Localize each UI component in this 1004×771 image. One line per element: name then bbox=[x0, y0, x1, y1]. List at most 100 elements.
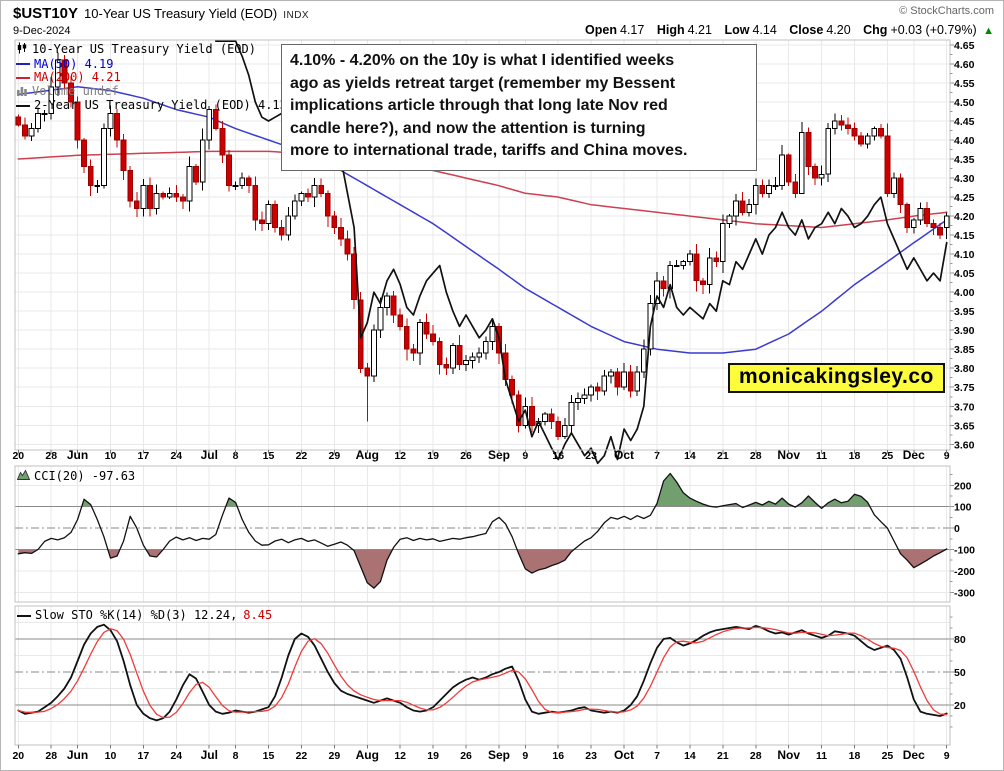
svg-text:0: 0 bbox=[954, 523, 960, 535]
legend-label-2y: 2-Year US Treasury Yield (EOD) 4.13 bbox=[34, 98, 287, 112]
open-value: 4.17 bbox=[620, 23, 645, 37]
svg-text:7: 7 bbox=[654, 750, 660, 762]
svg-text:4.10: 4.10 bbox=[954, 249, 975, 261]
legend-item-2y: 2-Year US Treasury Yield (EOD) 4.13 bbox=[16, 98, 287, 113]
svg-text:12: 12 bbox=[394, 450, 406, 462]
svg-text:4.55: 4.55 bbox=[954, 78, 975, 90]
svg-text:8: 8 bbox=[233, 750, 239, 762]
svg-text:Sep: Sep bbox=[488, 748, 510, 762]
svg-text:Jun: Jun bbox=[67, 748, 88, 762]
exchange-label: INDX bbox=[283, 10, 310, 21]
cci-legend-label: CCI(20) -97.63 bbox=[34, 468, 136, 483]
legend-item-10y: 10-Year US Treasury Yield (EOD) bbox=[16, 42, 287, 58]
svg-text:Aug: Aug bbox=[356, 748, 379, 762]
svg-text:100: 100 bbox=[954, 502, 972, 514]
svg-text:7: 7 bbox=[654, 450, 660, 462]
svg-text:4.35: 4.35 bbox=[954, 154, 975, 166]
main-chart-legend: 10-Year US Treasury Yield (EOD) MA(50) 4… bbox=[16, 42, 287, 113]
legend-item-ma200: MA(200) 4.21 bbox=[16, 70, 287, 85]
svg-text:3.85: 3.85 bbox=[954, 344, 975, 356]
candlestick-icon bbox=[16, 42, 28, 58]
svg-text:21: 21 bbox=[717, 750, 729, 762]
svg-text:25: 25 bbox=[882, 450, 894, 462]
sto-d-value: 8.45 bbox=[243, 608, 273, 622]
cci-legend: CCI(20) -97.63 bbox=[16, 468, 136, 484]
annotation-line: more to international trade, tariffs and… bbox=[290, 142, 688, 159]
svg-text:19: 19 bbox=[427, 450, 439, 462]
svg-text:29: 29 bbox=[329, 450, 341, 462]
svg-text:10: 10 bbox=[105, 750, 117, 762]
legend-label-volume: Volume undef bbox=[32, 84, 119, 98]
svg-text:24: 24 bbox=[170, 450, 182, 462]
close-value: 4.20 bbox=[826, 23, 851, 37]
svg-text:4.15: 4.15 bbox=[954, 230, 975, 242]
svg-text:3.65: 3.65 bbox=[954, 420, 975, 432]
svg-text:4.30: 4.30 bbox=[954, 173, 975, 185]
copyright-label: © StockCharts.com bbox=[899, 5, 994, 17]
svg-text:25: 25 bbox=[882, 750, 894, 762]
svg-text:20: 20 bbox=[954, 700, 966, 712]
svg-text:80: 80 bbox=[954, 634, 966, 646]
svg-text:4.05: 4.05 bbox=[954, 268, 975, 280]
svg-text:9: 9 bbox=[944, 450, 950, 462]
svg-text:Nov: Nov bbox=[777, 448, 800, 462]
ohlc-quote-line: Open 4.17 High 4.21 Low 4.14 Close 4.20 Chg +… bbox=[585, 23, 994, 37]
svg-text:16: 16 bbox=[552, 750, 564, 762]
svg-text:4.50: 4.50 bbox=[954, 97, 975, 109]
chg-label: Chg bbox=[863, 23, 888, 37]
high-value: 4.21 bbox=[687, 23, 712, 37]
svg-text:28: 28 bbox=[750, 750, 762, 762]
svg-text:4.00: 4.00 bbox=[954, 287, 975, 299]
svg-text:-200: -200 bbox=[954, 566, 975, 578]
svg-text:Oct: Oct bbox=[614, 448, 634, 462]
svg-text:200: 200 bbox=[954, 480, 972, 492]
svg-text:4.40: 4.40 bbox=[954, 135, 975, 147]
legend-label-ma50: MA(50) 4.19 bbox=[34, 56, 114, 71]
svg-text:14: 14 bbox=[684, 750, 696, 762]
svg-text:Dec: Dec bbox=[903, 448, 925, 462]
svg-text:Jul: Jul bbox=[201, 448, 218, 462]
svg-text:-100: -100 bbox=[954, 545, 975, 557]
annotation-line: 4.10% - 4.20% on the 10y is what I ident… bbox=[290, 52, 675, 69]
svg-text:Sep: Sep bbox=[488, 448, 510, 462]
svg-text:19: 19 bbox=[427, 750, 439, 762]
svg-text:18: 18 bbox=[849, 450, 861, 462]
symbol-label: $UST10Y bbox=[13, 5, 79, 22]
svg-text:28: 28 bbox=[45, 450, 57, 462]
sto-legend-label: Slow STO %K(14) %D(3) 12.24, bbox=[35, 608, 238, 622]
svg-text:28: 28 bbox=[45, 750, 57, 762]
low-value: 4.14 bbox=[752, 23, 777, 37]
svg-text:17: 17 bbox=[138, 450, 150, 462]
volume-bars-icon bbox=[16, 85, 28, 100]
svg-text:12: 12 bbox=[394, 750, 406, 762]
annotation-note: 4.10% - 4.20% on the 10y is what I ident… bbox=[281, 44, 757, 171]
svg-text:11: 11 bbox=[816, 750, 827, 762]
svg-text:16: 16 bbox=[552, 450, 564, 462]
svg-text:Nov: Nov bbox=[777, 748, 800, 762]
svg-text:22: 22 bbox=[296, 450, 308, 462]
legend-item-volume: Volume undef bbox=[16, 84, 287, 100]
svg-text:26: 26 bbox=[460, 750, 472, 762]
svg-text:15: 15 bbox=[263, 450, 275, 462]
svg-text:29: 29 bbox=[329, 750, 341, 762]
svg-text:21: 21 bbox=[717, 450, 729, 462]
svg-text:4.65: 4.65 bbox=[954, 40, 975, 52]
svg-text:50: 50 bbox=[954, 667, 966, 679]
high-label: High bbox=[656, 23, 685, 37]
svg-text:3.70: 3.70 bbox=[954, 401, 975, 413]
svg-text:23: 23 bbox=[585, 450, 597, 462]
svg-text:3.75: 3.75 bbox=[954, 382, 975, 394]
low-label: Low bbox=[724, 23, 750, 37]
svg-text:11: 11 bbox=[816, 450, 827, 462]
legend-label-10y: 10-Year US Treasury Yield (EOD) bbox=[32, 42, 256, 56]
svg-text:23: 23 bbox=[585, 750, 597, 762]
svg-text:4.60: 4.60 bbox=[954, 59, 975, 71]
page-title: 10-Year US Treasury Yield (EOD) bbox=[84, 6, 278, 21]
svg-text:8: 8 bbox=[233, 450, 239, 462]
legend-item-ma50: MA(50) 4.19 bbox=[16, 56, 287, 72]
ma50-line-swatch-icon bbox=[16, 63, 30, 66]
open-label: Open bbox=[585, 23, 617, 37]
svg-text:26: 26 bbox=[460, 450, 472, 462]
svg-text:9: 9 bbox=[944, 750, 950, 762]
